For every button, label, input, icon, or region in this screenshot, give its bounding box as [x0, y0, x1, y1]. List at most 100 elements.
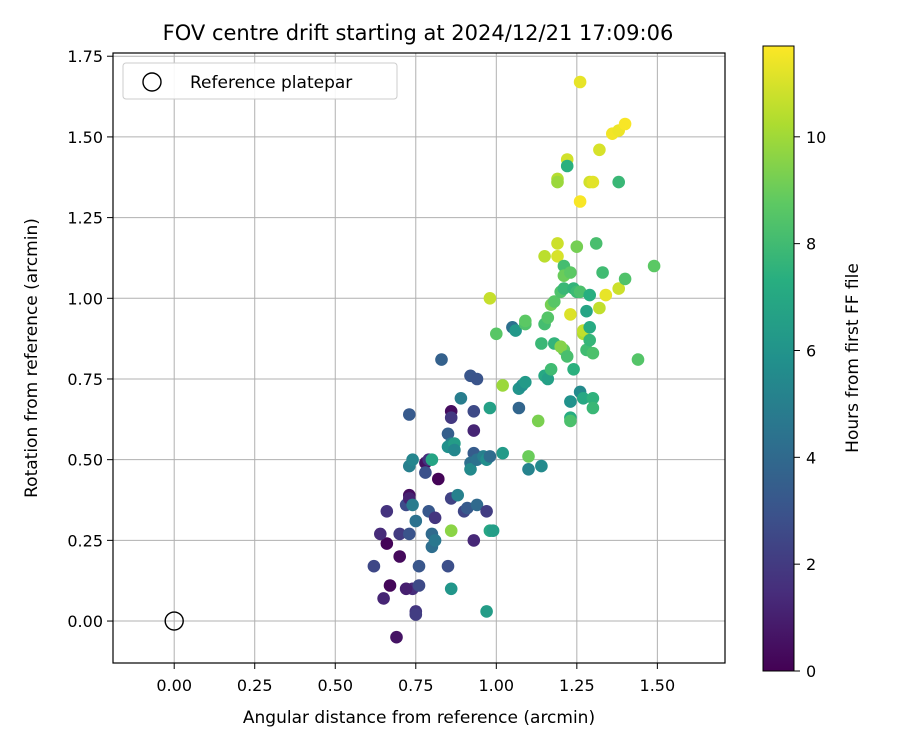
plot-frame	[112, 52, 726, 664]
data-point	[380, 537, 394, 550]
data-point	[467, 424, 481, 437]
data-point	[380, 505, 394, 518]
data-point	[483, 401, 497, 415]
data-point	[512, 401, 526, 415]
colorbar: 0 2 4 6 8 10 Hours from first FF file	[762, 45, 863, 681]
data-point	[406, 453, 419, 467]
data-point	[519, 314, 532, 328]
data-point	[393, 527, 407, 541]
data-point	[535, 459, 548, 473]
data-point	[432, 472, 445, 486]
y-grid	[113, 55, 725, 622]
data-point	[454, 392, 468, 405]
colorbar-ticks: 0 2 4 6 8 10	[794, 128, 826, 681]
colorbar-label: Hours from first FF file	[843, 263, 863, 453]
data-point	[444, 524, 458, 537]
data-point	[557, 282, 571, 295]
data-point	[470, 498, 484, 512]
data-point	[612, 282, 625, 295]
data-point	[470, 372, 484, 386]
data-point	[570, 240, 584, 253]
x-tick-label: 1.50	[640, 676, 676, 695]
colorbar-tick-label: 6	[806, 341, 816, 360]
y-tick-label: 0.25	[67, 531, 103, 550]
data-point	[583, 333, 596, 347]
data-point	[480, 505, 493, 518]
data-point	[509, 324, 522, 337]
data-point	[467, 405, 481, 418]
data-point	[567, 363, 580, 376]
data-point	[444, 582, 458, 596]
legend-reference-marker	[142, 72, 162, 92]
data-point	[483, 292, 497, 305]
data-point	[467, 534, 481, 547]
data-point	[522, 463, 535, 476]
data-point	[441, 559, 455, 573]
y-tick-label: 1.00	[67, 289, 103, 308]
reference-marker	[164, 611, 184, 631]
y-axis: 0.00 0.25 0.50 0.75 1.00 1.25 1.50 1.75	[67, 47, 113, 631]
data-point	[406, 498, 419, 512]
data-point	[367, 559, 381, 573]
data-point	[564, 395, 577, 408]
data-points	[367, 75, 661, 644]
legend-box	[122, 62, 398, 100]
data-point	[496, 379, 510, 392]
data-point	[586, 346, 600, 360]
data-point	[399, 582, 413, 596]
data-point	[483, 450, 497, 463]
colorbar-tick-label: 2	[806, 555, 816, 574]
data-point	[412, 559, 426, 573]
data-point	[383, 579, 397, 592]
data-point	[496, 446, 510, 460]
y-tick-label: 0.50	[67, 451, 103, 470]
data-point	[451, 488, 465, 502]
x-tick-label: 0.75	[398, 676, 434, 695]
data-point	[374, 527, 387, 541]
data-point	[403, 408, 416, 421]
x-tick-label: 1.00	[478, 676, 514, 695]
data-point	[548, 295, 561, 308]
colorbar-tick-label: 10	[806, 128, 826, 147]
legend: Reference platepar	[122, 62, 398, 100]
data-point	[551, 175, 564, 189]
data-point	[541, 311, 555, 325]
data-point	[599, 288, 613, 302]
data-point	[486, 524, 500, 537]
data-point	[573, 75, 587, 89]
data-point	[419, 466, 432, 479]
data-point	[593, 143, 606, 157]
data-point	[551, 249, 564, 263]
y-axis-label: Rotation from reference (arcmin)	[22, 218, 42, 498]
data-point	[586, 175, 600, 189]
data-point	[564, 414, 577, 428]
data-point	[596, 266, 609, 279]
data-point	[441, 427, 455, 441]
chart-title: FOV centre drift starting at 2024/12/21 …	[163, 21, 674, 45]
data-point	[531, 414, 545, 428]
data-point	[586, 401, 600, 415]
x-axis: 0.00 0.25 0.50 0.75 1.00 1.25 1.50	[156, 663, 675, 695]
data-point	[564, 266, 577, 279]
data-point	[428, 534, 442, 547]
data-point	[564, 308, 577, 321]
colorbar-gradient	[762, 45, 795, 672]
data-point	[428, 511, 442, 525]
data-point	[535, 337, 548, 350]
x-tick-label: 1.25	[559, 676, 595, 695]
data-point	[618, 272, 632, 286]
x-tick-label: 0.25	[237, 676, 273, 695]
colorbar-tick-label: 8	[806, 235, 816, 254]
data-point	[586, 392, 600, 405]
colorbar-tick-label: 0	[806, 662, 816, 681]
data-point	[583, 288, 596, 302]
data-point	[461, 501, 474, 515]
data-point	[464, 463, 477, 476]
data-point	[618, 117, 632, 131]
data-point	[425, 453, 439, 467]
data-point	[393, 550, 407, 563]
data-point	[544, 363, 558, 376]
data-point	[573, 195, 587, 208]
data-point	[412, 579, 426, 592]
data-point	[580, 304, 593, 318]
